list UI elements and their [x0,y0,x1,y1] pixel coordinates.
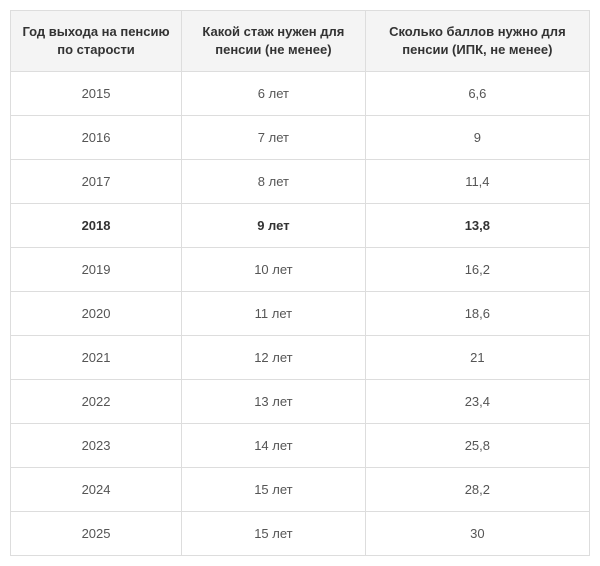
table-row: 20167 лет9 [11,116,590,160]
cell-stage: 11 лет [182,292,366,336]
cell-year: 2015 [11,72,182,116]
cell-stage: 12 лет [182,336,366,380]
table-row: 20189 лет13,8 [11,204,590,248]
cell-stage: 9 лет [182,204,366,248]
cell-points: 28,2 [365,468,589,512]
table-row: 202314 лет25,8 [11,424,590,468]
table-row: 20156 лет6,6 [11,72,590,116]
cell-points: 9 [365,116,589,160]
cell-year: 2017 [11,160,182,204]
cell-points: 23,4 [365,380,589,424]
table-row: 201910 лет16,2 [11,248,590,292]
cell-points: 25,8 [365,424,589,468]
pension-requirements-table: Год выхода на пенсию по старости Какой с… [10,10,590,556]
cell-stage: 8 лет [182,160,366,204]
cell-stage: 10 лет [182,248,366,292]
cell-stage: 14 лет [182,424,366,468]
cell-stage: 7 лет [182,116,366,160]
cell-stage: 15 лет [182,468,366,512]
cell-points: 13,8 [365,204,589,248]
cell-points: 6,6 [365,72,589,116]
column-header-points: Сколько баллов нужно для пенсии (ИПК, не… [365,11,589,72]
cell-points: 11,4 [365,160,589,204]
table-row: 20178 лет11,4 [11,160,590,204]
cell-year: 2023 [11,424,182,468]
cell-year: 2020 [11,292,182,336]
cell-year: 2019 [11,248,182,292]
cell-stage: 15 лет [182,512,366,556]
column-header-stage: Какой стаж нужен для пенсии (не менее) [182,11,366,72]
cell-stage: 13 лет [182,380,366,424]
table-row: 202415 лет28,2 [11,468,590,512]
header-row: Год выхода на пенсию по старости Какой с… [11,11,590,72]
cell-stage: 6 лет [182,72,366,116]
cell-year: 2022 [11,380,182,424]
table-row: 202515 лет30 [11,512,590,556]
cell-points: 16,2 [365,248,589,292]
table-body: 20156 лет6,620167 лет920178 лет11,420189… [11,72,590,556]
table-row: 202112 лет21 [11,336,590,380]
cell-year: 2024 [11,468,182,512]
column-header-year: Год выхода на пенсию по старости [11,11,182,72]
cell-points: 21 [365,336,589,380]
table-row: 202213 лет23,4 [11,380,590,424]
cell-year: 2018 [11,204,182,248]
cell-year: 2025 [11,512,182,556]
cell-year: 2021 [11,336,182,380]
table-row: 202011 лет18,6 [11,292,590,336]
table-header: Год выхода на пенсию по старости Какой с… [11,11,590,72]
cell-year: 2016 [11,116,182,160]
cell-points: 18,6 [365,292,589,336]
cell-points: 30 [365,512,589,556]
